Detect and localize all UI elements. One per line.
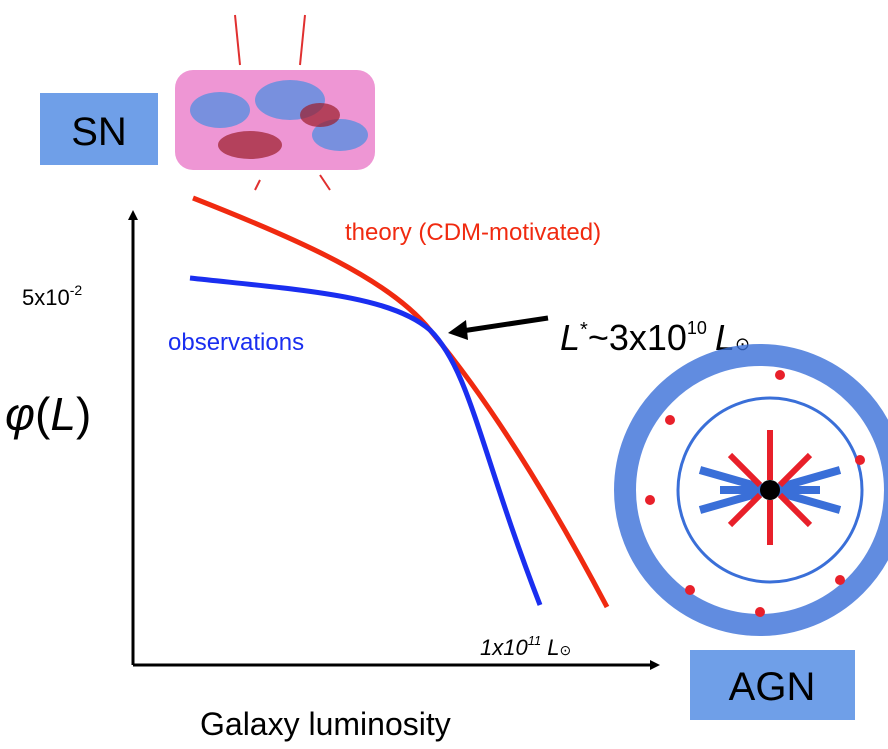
l-star-mid: ~3x10 [588, 317, 687, 358]
y-axis-label: φ(L) [5, 388, 91, 440]
slide: SN theory (CDM-motivated) observations 5… [0, 0, 888, 749]
y-axis-open: ( [35, 388, 51, 440]
l-star-var: L [560, 317, 580, 358]
theory-label: theory (CDM-motivated) [345, 219, 601, 246]
x-tick-unit: L [547, 635, 559, 660]
y-axis-phi: φ [5, 388, 35, 440]
l-star-star: * [580, 319, 588, 341]
theory-curve [193, 198, 607, 607]
x-axis-label: Galaxy luminosity [200, 706, 451, 742]
agn-sketch [625, 355, 888, 625]
x-tick-label: 1x1011 L⊙ [480, 633, 571, 660]
y-axis-close: ) [76, 388, 91, 440]
l-star-arrowhead [448, 320, 468, 340]
y-tick-exp: -2 [70, 282, 83, 298]
l-star-exp: 10 [687, 318, 707, 338]
sn-label: SN [71, 110, 127, 154]
x-tick-sun: ⊙ [559, 642, 571, 658]
x-tick-base: 1x10 [480, 635, 528, 660]
y-tick-label: 5x10-2 [22, 282, 82, 310]
y-axis-var: L [50, 388, 76, 440]
x-tick-exp: 11 [528, 633, 542, 648]
l-star-arrow [462, 318, 548, 331]
sn-sketch [175, 15, 375, 190]
y-tick-base: 5x10 [22, 285, 70, 310]
observations-label: observations [168, 329, 304, 356]
agn-label: AGN [729, 665, 816, 709]
